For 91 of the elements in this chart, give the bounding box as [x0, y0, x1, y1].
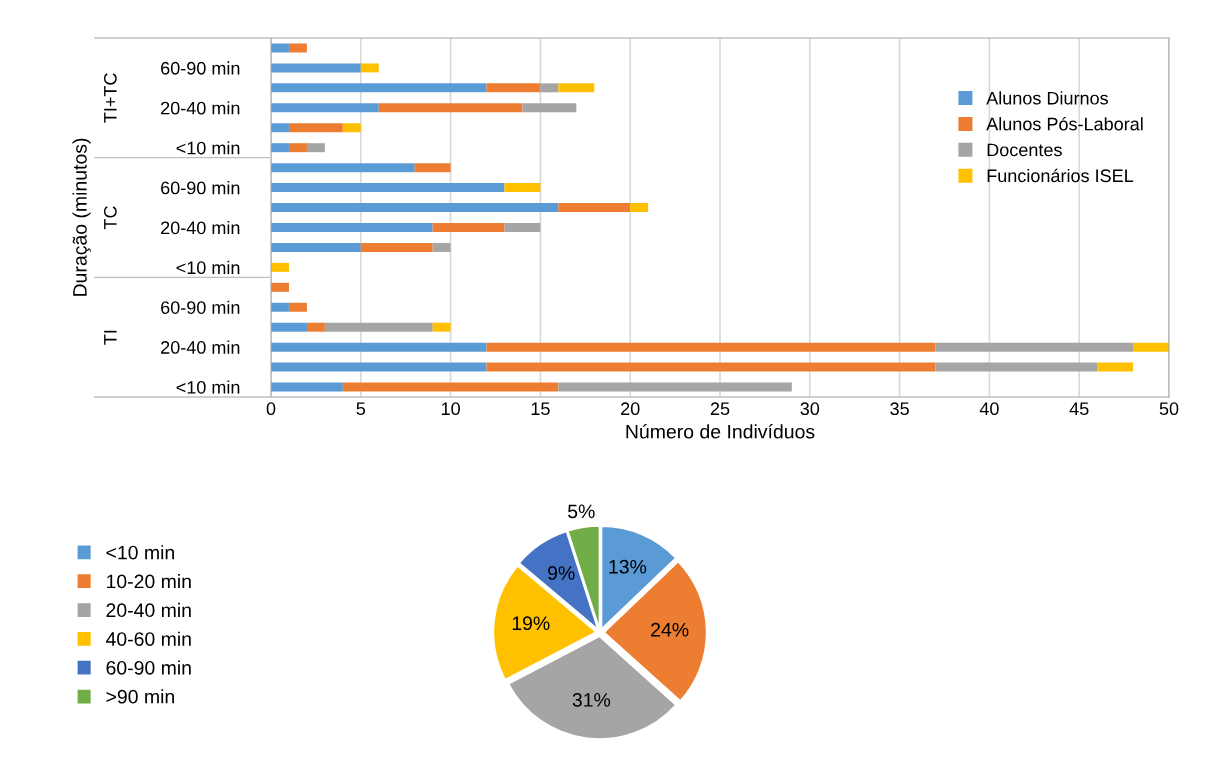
y-axis-title: Duração (minutos) — [72, 138, 91, 296]
bar — [288, 302, 307, 312]
text: TI+TC — [103, 73, 117, 123]
data-label: 5% — [568, 504, 595, 519]
bar — [1097, 362, 1134, 372]
bar — [414, 163, 451, 173]
y-tick-label: 60-90 min — [161, 181, 240, 195]
bar — [271, 342, 487, 352]
bar — [432, 322, 451, 332]
bar — [271, 362, 487, 372]
y-tick-label: 60-90 min — [161, 61, 240, 75]
data-label: 19% — [512, 616, 550, 631]
bar — [271, 63, 361, 73]
x-tick-label: 5 — [356, 402, 366, 416]
legend-label: Docentes — [987, 143, 1062, 157]
bar — [558, 382, 792, 392]
x-axis-title: Número de Indivíduos — [626, 424, 815, 439]
bar — [271, 242, 361, 252]
text: TI — [104, 330, 117, 345]
bar — [486, 342, 936, 352]
bar — [271, 103, 379, 113]
bar — [558, 203, 631, 213]
bar — [288, 123, 343, 133]
bar — [306, 322, 325, 332]
bar — [486, 362, 936, 372]
y-tick-label: <10 min — [176, 260, 240, 275]
x-tick-label: 45 — [1069, 402, 1089, 416]
bar — [378, 103, 523, 113]
legend-label: Alunos Pós-Laboral — [986, 116, 1143, 131]
bar — [432, 222, 505, 232]
data-label: 13% — [609, 559, 647, 574]
bar — [288, 43, 307, 53]
pie-slice — [492, 565, 597, 681]
bar — [306, 143, 325, 153]
x-tick-label: 30 — [800, 402, 820, 416]
bar — [558, 83, 595, 93]
bar — [271, 143, 289, 153]
x-tick-label: 40 — [979, 402, 999, 416]
x-tick-label: 15 — [531, 402, 550, 416]
bar — [935, 362, 1098, 372]
bar — [504, 222, 541, 232]
y-tick-label: 20-40 min — [161, 101, 240, 115]
bar — [540, 83, 559, 93]
data-label: 24% — [651, 622, 689, 637]
legend-label: 20-40 min — [106, 602, 191, 618]
bar — [271, 222, 433, 232]
bar — [630, 203, 649, 213]
bar — [504, 183, 541, 193]
bar — [486, 83, 541, 93]
x-tick-label: 20 — [621, 402, 640, 416]
x-tick-label: 25 — [710, 402, 730, 416]
x-tick-label: 35 — [890, 402, 909, 416]
data-label: 31% — [572, 693, 611, 707]
data-label: 9% — [548, 566, 575, 580]
bar — [271, 183, 505, 193]
bar — [522, 103, 577, 113]
y-tick-label: 20-40 min — [161, 220, 240, 235]
y-tick-label: <10 min — [176, 141, 240, 155]
bar — [271, 382, 343, 392]
bar — [271, 83, 487, 93]
bar — [360, 242, 433, 252]
legend-label: <10 min — [106, 545, 174, 560]
legend-label: >90 min — [106, 689, 174, 704]
y-tick-label: 60-90 min — [161, 300, 240, 314]
bar — [271, 262, 289, 272]
bar — [271, 163, 415, 173]
x-tick-label: 0 — [266, 402, 276, 416]
x-tick-label: 50 — [1159, 402, 1179, 416]
legend-label: 10-20 min — [107, 574, 191, 589]
bar — [271, 302, 289, 312]
y-tick-label: <10 min — [176, 380, 240, 394]
y-tick-label: 20-40 min — [161, 340, 240, 354]
bar — [324, 322, 433, 332]
legend-label: 40-60 min — [105, 631, 191, 646]
bar — [342, 123, 361, 133]
bar — [935, 342, 1134, 352]
bar — [360, 63, 379, 73]
legend-label: 60-90 min — [106, 660, 191, 675]
bar — [1133, 342, 1169, 352]
bar — [342, 382, 559, 392]
text: TC — [103, 206, 117, 230]
bar — [271, 322, 307, 332]
legend-label: Alunos Diurnos — [986, 91, 1108, 105]
bar — [432, 242, 451, 252]
bar — [271, 43, 289, 53]
bar — [271, 282, 289, 292]
bar — [271, 203, 559, 213]
x-tick-label: 10 — [441, 402, 460, 416]
legend-label: Funcionários ISEL — [987, 168, 1134, 183]
bar — [271, 123, 289, 133]
bar — [288, 143, 307, 153]
